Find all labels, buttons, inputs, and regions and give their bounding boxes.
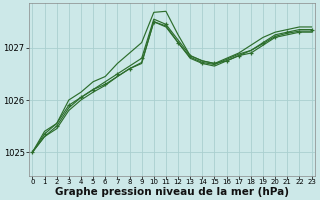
X-axis label: Graphe pression niveau de la mer (hPa): Graphe pression niveau de la mer (hPa)	[55, 187, 289, 197]
